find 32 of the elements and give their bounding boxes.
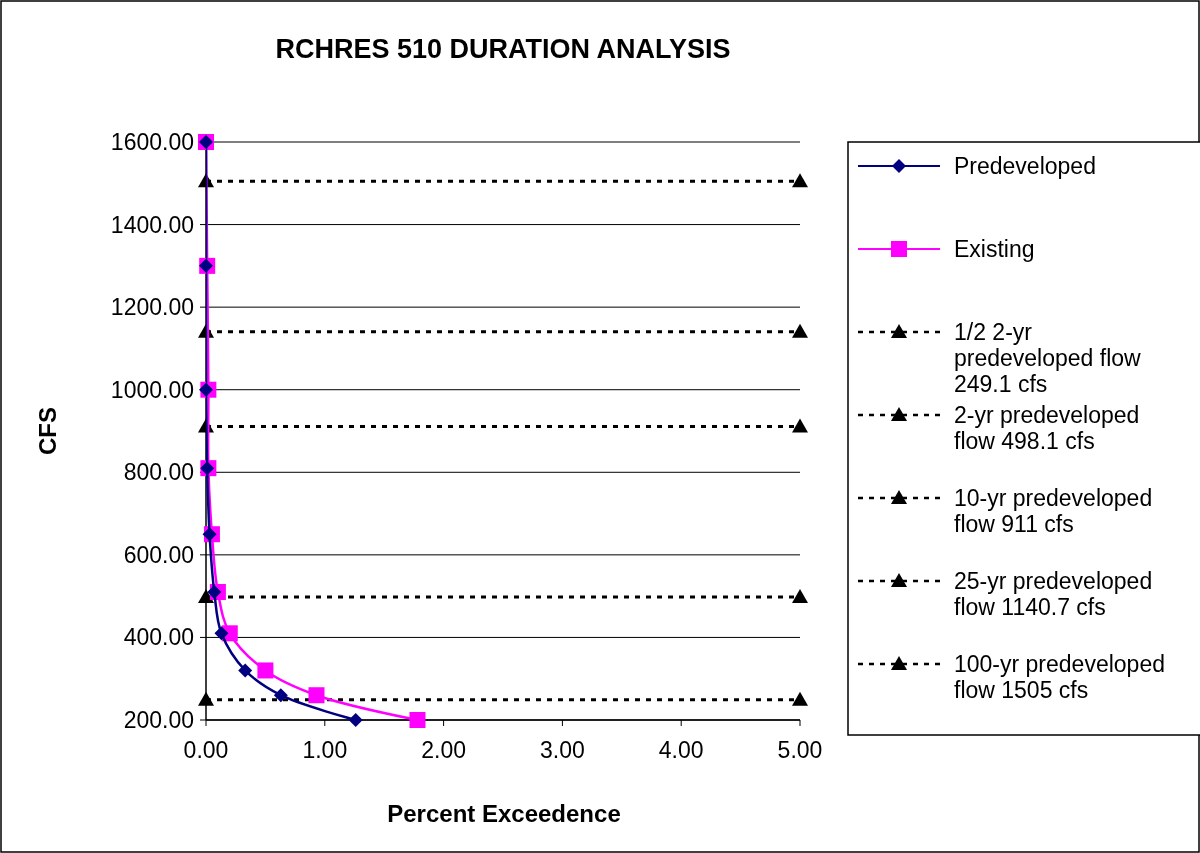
legend-label: 2-yr predeveloped flow 498.1 cfs — [954, 402, 1140, 454]
x-tick-label: 4.00 — [658, 737, 704, 763]
point — [199, 382, 213, 397]
legend-label: 10-yr predeveloped flow 911 cfs — [954, 485, 1153, 537]
x-tick-label: 3.00 — [540, 737, 585, 763]
y-tick-label: 800.00 — [123, 459, 194, 486]
point — [409, 712, 426, 728]
legend-label: 25-yr predeveloped flow 1140.7 cfs — [954, 568, 1153, 620]
y-tick-label: 1000.00 — [110, 376, 194, 403]
y-tick-label: 1400.00 — [110, 211, 194, 238]
y-axis-title: CFS — [34, 407, 61, 455]
chart-title: RCHRES 510 DURATION ANALYSIS — [275, 34, 731, 64]
y-tick-label: 200.00 — [123, 707, 194, 733]
y-tick-label: 1600.00 — [110, 129, 194, 155]
point — [348, 713, 363, 727]
x-axis-title: Percent Exceedence — [387, 800, 621, 827]
point — [257, 662, 274, 679]
y-tick-label: 400.00 — [123, 624, 194, 651]
x-tick-label: 2.00 — [421, 737, 466, 763]
point — [308, 687, 325, 704]
legend-label: Predeveloped — [954, 153, 1096, 179]
legend-label: Existing — [954, 236, 1035, 262]
point — [238, 663, 253, 678]
x-tick-label: 5.00 — [777, 737, 823, 763]
point — [273, 688, 288, 703]
x-tick-label: 0.00 — [183, 737, 229, 763]
x-tick-label: 1.00 — [302, 737, 348, 763]
legend-label: 100-yr predeveloped flow 1505 cfs — [954, 651, 1165, 703]
point — [214, 626, 229, 641]
y-tick-label: 1200.00 — [110, 294, 194, 321]
y-tick-label: 600.00 — [123, 541, 194, 568]
legend-label: 1/2 2-yr predeveloped flow 249.1 cfs — [954, 319, 1142, 397]
